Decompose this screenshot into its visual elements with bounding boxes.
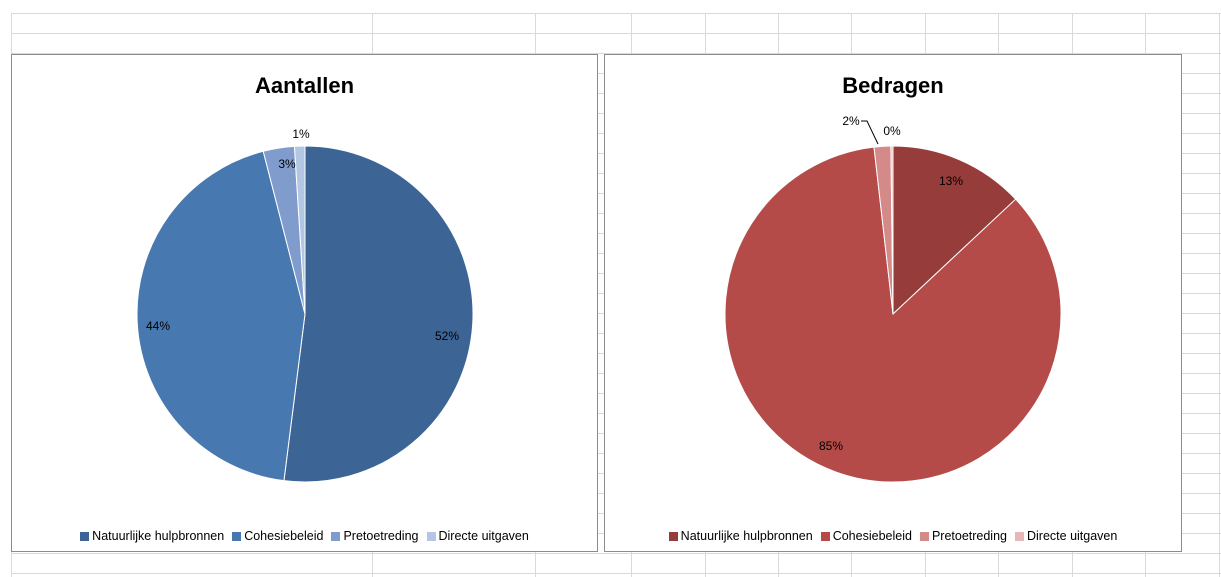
legend-item[interactable]: Cohesiebeleid [232, 529, 323, 543]
data-label: 2% [842, 114, 860, 128]
chart-title: Aantallen [254, 73, 355, 98]
pie-chart-aantallen: 52% 44% 3% 1% [136, 127, 474, 483]
legend-item[interactable]: Cohesiebeleid [820, 529, 912, 543]
legend-label: Directe uitgaven [438, 529, 529, 543]
pie-slice-natuurlijke-hulpbronnen[interactable] [892, 145, 1017, 316]
legend-label: Natuurlijke hulpbronnen [680, 529, 813, 543]
legend-item[interactable]: Natuurlijke hulpbronnen [668, 529, 813, 543]
label-leader-line [861, 120, 879, 145]
pie-slice-cohesiebeleid[interactable] [136, 150, 306, 482]
legend-swatch [232, 531, 242, 541]
legend-label: Pretoetreding [343, 529, 419, 543]
data-label: 3% [278, 157, 296, 171]
legend-item[interactable]: Directe uitgaven [426, 529, 529, 543]
pie-slice-directe-uitgaven[interactable] [293, 145, 306, 315]
chart-title: Bedragen [842, 73, 944, 98]
legend-swatch [919, 531, 929, 541]
legend-label: Natuurlijke hulpbronnen [92, 529, 225, 543]
data-label: 13% [939, 174, 963, 188]
data-label: 85% [819, 439, 843, 453]
legend: Natuurlijke hulpbronnen Cohesiebeleid Pret… [12, 529, 597, 543]
data-label: 1% [292, 127, 310, 141]
data-label: 0% [883, 124, 901, 138]
legend-item[interactable]: Directe uitgaven [1015, 529, 1117, 543]
pie-slice-directe-uitgaven[interactable] [890, 145, 894, 315]
legend-swatch [331, 531, 341, 541]
pie-slice-cohesiebeleid[interactable] [724, 146, 1062, 483]
data-label: 44% [146, 319, 170, 333]
legend: Natuurlijke hulpbronnen Cohesiebeleid Pret… [605, 529, 1181, 543]
legend-label: Pretoetreding [931, 529, 1007, 543]
legend-swatch [1015, 531, 1024, 541]
legend-item[interactable]: Pretoetreding [919, 529, 1007, 543]
chart-aantallen[interactable]: Aantallen 52% 44% 3% 1% Natuurlijke hulpbro… [11, 54, 598, 552]
legend-label: Cohesiebeleid [832, 529, 912, 543]
data-label: 52% [435, 329, 459, 343]
chart-bedragen[interactable]: Bedragen 13% 85% 2% 0% Natuurlijke hulpbron… [604, 54, 1182, 552]
legend-swatch [426, 531, 436, 541]
legend-swatch [668, 531, 678, 541]
pie-chart-bedragen: 13% 85% 2% 0% [724, 114, 1062, 483]
legend-label: Cohesiebeleid [244, 529, 324, 543]
pie-slice-natuurlijke-hulpbronnen[interactable] [283, 145, 474, 483]
legend-swatch [80, 531, 90, 541]
legend-label: Directe uitgaven [1027, 529, 1118, 543]
legend-swatch [820, 531, 830, 541]
legend-item[interactable]: Natuurlijke hulpbronnen [80, 529, 224, 543]
legend-item[interactable]: Pretoetreding [331, 529, 419, 543]
